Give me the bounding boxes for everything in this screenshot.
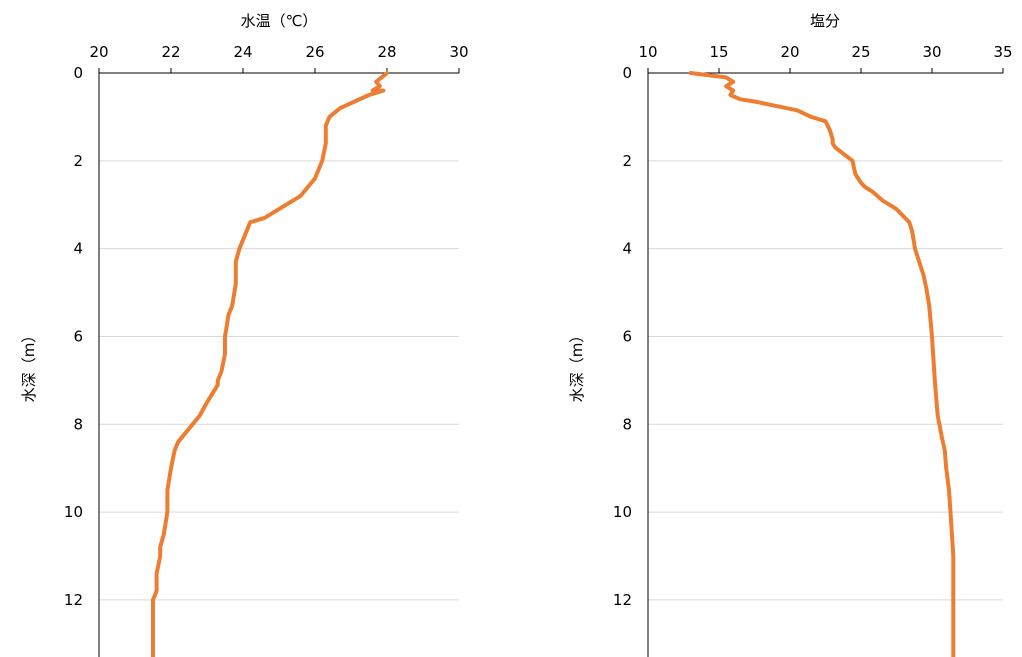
y-tick-label: 0	[622, 64, 632, 82]
y-tick-label: 4	[622, 240, 632, 258]
x-tick-label: 35	[993, 43, 1012, 61]
y-tick-label: 8	[622, 415, 632, 433]
x-tick-label: 25	[851, 43, 870, 61]
y-axis-title: 水深（m）	[568, 328, 586, 403]
y-tick-label: 10	[64, 503, 83, 521]
series-line-0	[688, 71, 956, 657]
y-tick-label: 10	[613, 503, 632, 521]
x-tick-label: 15	[709, 43, 728, 61]
x-tick-label: 22	[161, 43, 180, 61]
x-axis-title: 水温（℃）	[241, 12, 318, 30]
y-tick-label: 2	[622, 152, 632, 170]
x-tick-label: 28	[377, 43, 396, 61]
x-tick-label: 10	[638, 43, 657, 61]
x-tick-label: 30	[922, 43, 941, 61]
x-tick-label: 20	[780, 43, 799, 61]
x-tick-label: 30	[449, 43, 468, 61]
y-tick-label: 6	[73, 327, 83, 345]
y-tick-label: 12	[64, 591, 83, 609]
y-tick-label: 4	[73, 240, 83, 258]
x-tick-label: 20	[89, 43, 108, 61]
x-tick-label: 24	[233, 43, 252, 61]
x-axis-title: 塩分	[810, 12, 840, 30]
y-tick-label: 2	[73, 152, 83, 170]
y-tick-label: 12	[613, 591, 632, 609]
y-tick-label: 8	[73, 415, 83, 433]
y-axis-title: 水深（m）	[20, 328, 38, 403]
series-line-0	[151, 71, 389, 657]
x-tick-label: 26	[305, 43, 324, 61]
y-tick-label: 0	[73, 64, 83, 82]
y-tick-label: 6	[622, 327, 632, 345]
